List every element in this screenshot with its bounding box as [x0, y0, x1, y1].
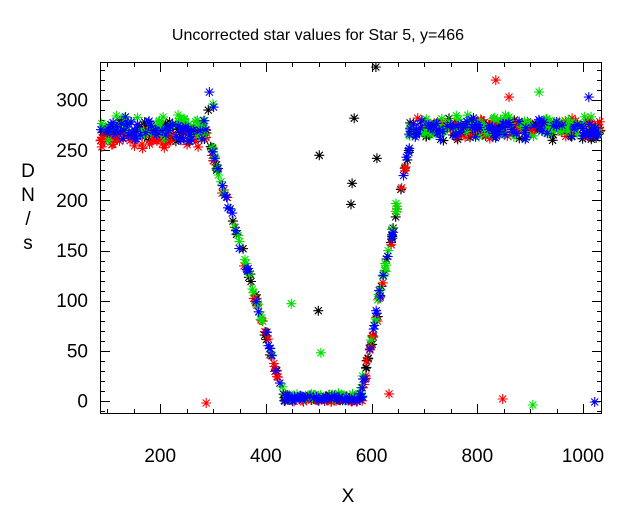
y-axis-label: D N / s: [21, 161, 35, 254]
y-tick-label: 300: [56, 91, 88, 112]
x-axis-label: X: [342, 486, 355, 507]
chart-title: Uncorrected star values for Star 5, y=46…: [172, 27, 464, 44]
tick-labels: 200 400 600 800 1000 0 50 100 150 200 250 300: [56, 91, 604, 467]
x-tick-label: 600: [356, 446, 388, 467]
y-axis-label-char: /: [25, 209, 31, 230]
plot-frame: [100, 62, 602, 414]
x-tick-label: 1000: [562, 446, 604, 467]
axis-ticks: [101, 63, 601, 413]
y-axis-label-char: D: [21, 161, 35, 182]
x-tick-label: 800: [461, 446, 493, 467]
x-tick-label: 400: [250, 446, 282, 467]
data-points: [95, 62, 606, 410]
y-axis-label-char: N: [21, 185, 35, 206]
x-tick-label: 200: [144, 446, 176, 467]
y-axis-label-char: s: [23, 233, 33, 254]
y-tick-label: 50: [67, 341, 88, 362]
y-tick-label: 200: [56, 191, 88, 212]
y-tick-label: 0: [77, 392, 88, 413]
axes-box: [100, 62, 602, 414]
series-black-points: [97, 62, 606, 406]
y-tick-label: 250: [56, 141, 88, 162]
y-tick-label: 150: [56, 241, 88, 262]
series-blue-points: [96, 87, 603, 407]
y-tick-label: 100: [56, 291, 88, 312]
